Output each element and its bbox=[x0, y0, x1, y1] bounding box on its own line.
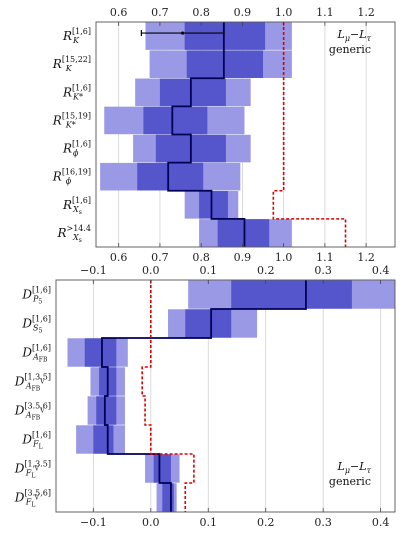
row-label: D[3.5,6] FLV bbox=[14, 489, 51, 509]
row-label: R[16,19] ϕ bbox=[52, 168, 91, 186]
legend-title: Lμ−Lτ bbox=[337, 28, 372, 43]
inner-band-bar bbox=[137, 162, 204, 191]
bottom-panel-d-observables: −0.1 −0.1 0.0 0.0 0.1 0.1 0.2 0.2 0.3 0.3 0.4 0.4 D[… bbox=[14, 264, 396, 529]
row-label: R[1,6] K bbox=[62, 27, 91, 45]
x-tick-label-bottom: 0.9 bbox=[234, 251, 252, 264]
central-value-line bbox=[101, 280, 307, 512]
x-tick-label-top: 0.0 bbox=[142, 264, 160, 277]
x-tick-label-bottom: 0.0 bbox=[142, 516, 160, 529]
x-tick-label-top: 1.2 bbox=[357, 6, 375, 19]
row-label: R[1,6] ϕ bbox=[62, 140, 91, 158]
inner-band-bar bbox=[184, 22, 266, 50]
x-tick-label-top: 0.8 bbox=[192, 6, 210, 19]
row-label: D[3.5,6] AFBV bbox=[14, 402, 51, 422]
x-tick-label-bottom: 0.4 bbox=[372, 516, 390, 529]
inner-band-bar bbox=[153, 454, 171, 483]
x-tick-label-top: 0.3 bbox=[314, 264, 332, 277]
row-label: R[1,6] Xs bbox=[62, 196, 91, 216]
row-label: R[15,22] K bbox=[52, 55, 91, 73]
x-tick-label-bottom: 0.7 bbox=[151, 251, 169, 264]
x-tick-label-bottom: 0.1 bbox=[200, 516, 218, 529]
inner-band-bar bbox=[96, 396, 117, 425]
x-tick-label-bottom: 0.3 bbox=[314, 516, 332, 529]
x-tick-label-bottom: 1.2 bbox=[357, 251, 375, 264]
x-tick-label-bottom: 0.8 bbox=[192, 251, 210, 264]
row-label: D[1,6] S5 bbox=[21, 315, 51, 335]
x-tick-label-top: 1.1 bbox=[316, 6, 334, 19]
x-tick-label-bottom: 0.2 bbox=[257, 516, 275, 529]
plot-frame bbox=[55, 279, 396, 513]
x-tick-label-top: 0.4 bbox=[372, 264, 390, 277]
central-value-line bbox=[167, 22, 246, 247]
row-label: R>14.4 Xs bbox=[56, 224, 91, 244]
plot-frame bbox=[95, 21, 396, 248]
legend-subtitle: generic bbox=[329, 475, 371, 488]
row-label: R[1,6] K* bbox=[62, 83, 91, 101]
sm-prediction-line bbox=[141, 280, 195, 512]
legend-title: Lμ−Lτ bbox=[337, 460, 372, 475]
inner-band-bar bbox=[162, 483, 174, 512]
x-tick-label-top: 0.6 bbox=[110, 6, 128, 19]
top-panel-rk-ratios: 0.6 0.6 0.7 0.7 0.8 0.8 0.9 0.9 1.0 1.0 1.1 1.1 1.2 1… bbox=[52, 6, 396, 264]
x-tick-label-bottom: 1.1 bbox=[316, 251, 334, 264]
x-tick-label-top: −0.1 bbox=[80, 264, 107, 277]
row-label: R[15,19] K* bbox=[52, 111, 91, 129]
x-tick-label-top: 1.0 bbox=[275, 6, 293, 19]
x-tick-label-top: 0.7 bbox=[151, 6, 169, 19]
inner-band-bar bbox=[185, 309, 232, 338]
inner-band-bar bbox=[186, 50, 264, 78]
inner-band-bar bbox=[199, 191, 228, 219]
inner-band-bar bbox=[231, 280, 352, 309]
row-label: D[1,3.5] FLV bbox=[14, 460, 51, 480]
row-label: D[1,6] P5 bbox=[21, 286, 51, 306]
x-tick-label-top: 0.9 bbox=[234, 6, 252, 19]
x-tick-label-bottom: 0.6 bbox=[110, 251, 128, 264]
legend-subtitle: generic bbox=[329, 43, 371, 56]
row-label: D[1,3.5] AFBV bbox=[14, 373, 51, 393]
row-label: D[1,6] FL bbox=[21, 431, 51, 451]
row-label: D[1,6] AFB bbox=[21, 344, 51, 364]
x-tick-label-top: 0.2 bbox=[257, 264, 275, 277]
measurement-point bbox=[181, 31, 185, 35]
x-tick-label-top: 0.1 bbox=[200, 264, 218, 277]
inner-band-bar bbox=[143, 106, 208, 135]
inner-band-bar bbox=[159, 78, 226, 107]
inner-band-bar bbox=[93, 425, 114, 454]
inner-band-bar bbox=[84, 338, 117, 367]
x-tick-label-bottom: 1.0 bbox=[275, 251, 293, 264]
sm-prediction-line bbox=[272, 22, 347, 247]
x-tick-label-bottom: −0.1 bbox=[80, 516, 107, 529]
inner-band-bar bbox=[217, 219, 270, 247]
